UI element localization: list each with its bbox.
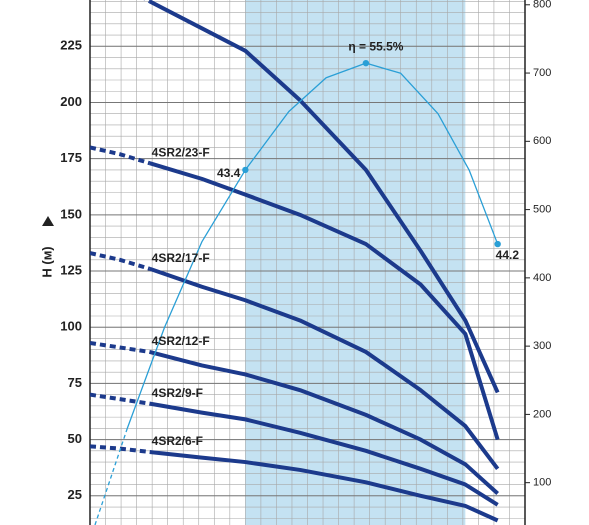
efficiency-point <box>494 240 501 248</box>
y2-tick-label: 800 <box>533 0 551 11</box>
y2-tick-label: 400 <box>533 272 551 284</box>
y2-tick-label: 700 <box>533 67 551 79</box>
axis-arrow <box>42 216 54 226</box>
annotation: η = 55.5% <box>348 39 403 53</box>
y-tick-label: 200 <box>60 94 82 109</box>
curve-label: 4SR2/17-F <box>152 251 210 265</box>
curve-label: 4SR2/12-F <box>152 334 210 348</box>
pump-curve <box>149 161 500 441</box>
annotation: 44.2 <box>496 248 520 262</box>
pump-curve-dashed <box>90 392 150 406</box>
pump-curve <box>149 266 500 471</box>
pump-curve <box>148 0 500 394</box>
y-tick-label: 125 <box>60 262 82 277</box>
y-tick-label: 150 <box>60 206 82 221</box>
curve-label: 4SR2/6-F <box>152 434 203 448</box>
y-axis-title: H (м) <box>39 246 54 277</box>
efficiency-point <box>362 59 370 67</box>
y2-tick-label: 100 <box>533 477 551 489</box>
y2-tick-label: 500 <box>533 203 551 215</box>
curve-label: 4SR2/9-F <box>152 386 203 400</box>
y2-tick-label: 200 <box>533 408 551 420</box>
efficiency-curve <box>126 62 499 429</box>
annotation: 43.4 <box>217 166 241 180</box>
y-tick-label: 50 <box>68 431 82 446</box>
y-tick-label: 75 <box>68 375 82 390</box>
efficiency-point <box>242 166 249 174</box>
pump-curve <box>149 350 499 496</box>
pump-curve-dashed <box>90 145 151 166</box>
pump-curve <box>149 401 499 507</box>
y-tick-label: 175 <box>60 150 82 165</box>
y-tick-label: 100 <box>60 319 82 334</box>
curve-label: 4SR2/23-F <box>152 145 210 159</box>
pump-curve-dashed <box>90 251 151 271</box>
y2-tick-label: 300 <box>533 340 551 352</box>
y2-tick-label: 600 <box>533 135 551 147</box>
y-tick-label: 25 <box>68 487 82 502</box>
plot-area <box>90 0 500 525</box>
pump-curve-dashed <box>90 340 150 354</box>
pump-curve <box>149 449 499 523</box>
efficiency-curve-dashed <box>94 428 128 525</box>
y-tick-label: 225 <box>60 38 82 53</box>
